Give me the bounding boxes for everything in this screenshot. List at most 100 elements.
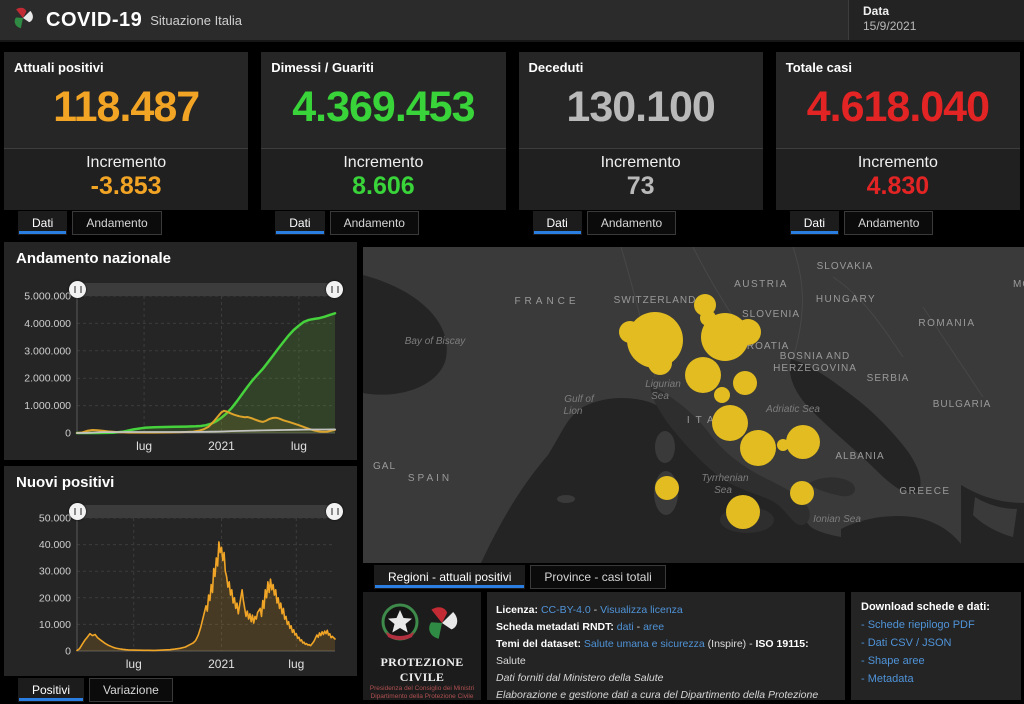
footer-text: Temi del dataset:: [496, 638, 584, 650]
map-bubble[interactable]: [685, 357, 721, 393]
stat-card-increment-section: Incremento 73: [518, 148, 763, 210]
tab-variazione[interactable]: Variazione: [89, 678, 173, 702]
map-bubble[interactable]: [786, 425, 820, 459]
map-bubble[interactable]: [655, 476, 679, 500]
map-label-serbia: SERBIA: [867, 373, 910, 384]
map-bubble[interactable]: [701, 313, 749, 361]
map-bubble[interactable]: [726, 495, 760, 529]
tab-dati[interactable]: Dati: [789, 211, 840, 235]
download-link[interactable]: - Schede riepilogo PDF: [861, 619, 975, 631]
download-link[interactable]: - Metadata: [861, 673, 914, 685]
footer-org-line2: Dipartimento della Protezione Civile: [370, 693, 474, 700]
svg-text:4.000.000: 4.000.000: [24, 318, 71, 330]
download-title: Download schede e dati:: [861, 601, 990, 613]
map-sea-label: Bay of Biscay: [405, 336, 467, 347]
map-sea-label: Lion: [564, 406, 583, 417]
map-label-herzegovina: HERZEGOVINA: [773, 363, 857, 374]
protezione-civile-logo-icon: [10, 5, 36, 36]
tab-andamento[interactable]: Andamento: [72, 211, 162, 235]
slider-track[interactable]: [77, 283, 335, 296]
map-tab-province[interactable]: Province - casi totali: [530, 565, 666, 589]
stat-card-title: Totale casi: [785, 60, 852, 75]
map-bubble[interactable]: [735, 319, 761, 345]
svg-text:40.000: 40.000: [39, 539, 71, 551]
map-sea-label: Adriatic Sea: [765, 404, 820, 415]
download-link[interactable]: - Shape aree: [861, 655, 925, 667]
map-bubble[interactable]: [740, 430, 776, 466]
map-canvas[interactable]: FRANCE SWITZERLAND AUSTRIA SLOVAKIA HUNGARY S…: [363, 247, 1024, 563]
stat-card: Attuali positivi 118.487 Incremento -3.853: [4, 52, 249, 210]
increment-value: -3.853: [90, 172, 162, 200]
date-label: Data: [863, 4, 890, 18]
map-label-albania: ALBANIA: [835, 451, 884, 462]
panel-title: Nuovi positivi: [16, 474, 115, 491]
tab-positivi[interactable]: Positivi: [18, 678, 85, 702]
institution-logos: [381, 603, 458, 641]
map-label-slovakia: SLOVAKIA: [817, 261, 874, 272]
tab-dati[interactable]: Dati: [532, 211, 582, 235]
series-deceduti: [76, 428, 336, 434]
map-label-italy: ITALY: [687, 415, 743, 426]
footer-org-name: PROTEZIONE CIVILE: [380, 655, 464, 684]
map-bubble[interactable]: [714, 387, 730, 403]
tab-andamento[interactable]: Andamento: [844, 211, 934, 235]
andamento-nazionale-chart: lug 2021 lug 0 1.000.000 2.000.000 3.000.000 4.…: [24, 291, 337, 453]
map-tab-regioni[interactable]: Regioni - attuali positivi: [374, 565, 526, 589]
footer-info-line: Dati forniti dal Ministero della Salute: [496, 670, 837, 687]
stat-cards-row: Attuali positivi 118.487 Incremento -3.853 D…: [4, 52, 1020, 235]
svg-text:2021: 2021: [208, 657, 235, 671]
footer-link[interactable]: dati: [616, 621, 634, 633]
slider-handle-right[interactable]: [326, 281, 343, 298]
tab-andamento[interactable]: Andamento: [586, 211, 677, 235]
map-bubble[interactable]: [733, 371, 757, 395]
footer-text: ISO 19115:: [755, 638, 809, 650]
map-bubble[interactable]: [648, 351, 672, 375]
map-bubble[interactable]: [790, 481, 814, 505]
slider-handle-left[interactable]: [69, 503, 86, 520]
footer-link[interactable]: Visualizza licenza: [600, 604, 683, 616]
slider-handle-left[interactable]: [69, 281, 86, 298]
svg-text:lug: lug: [288, 657, 304, 671]
tab-dati[interactable]: Dati: [275, 211, 325, 235]
map-bubble[interactable]: [712, 405, 748, 441]
footer-link[interactable]: Salute umana e sicurezza: [583, 638, 705, 650]
stat-card-value: 4.618.040: [806, 83, 990, 131]
map-label-france: FRANCE: [514, 296, 579, 307]
stat-card-increment-section: Incremento 8.606: [261, 148, 506, 210]
slider-track[interactable]: [77, 505, 335, 518]
footer-text: Salute: [496, 655, 526, 667]
increment-label: Incremento: [857, 154, 938, 171]
map-label-switzerland: SWITZERLAND: [614, 295, 697, 306]
footer-text: -: [590, 604, 601, 616]
stat-card-value: 4.369.453: [292, 83, 475, 131]
increment-label: Incremento: [86, 154, 167, 171]
footer-link[interactable]: CC-BY-4.0: [540, 604, 591, 616]
stat-card-title: Deceduti: [528, 60, 584, 75]
stat-card-tabs: Dati Andamento: [532, 211, 763, 235]
panel-title: Andamento nazionale: [16, 250, 172, 267]
increment-label: Incremento: [600, 154, 681, 171]
map-label-croatia: CROATIA: [739, 341, 790, 352]
slider-handle-right[interactable]: [326, 503, 343, 520]
map-sea-label: Ligurian: [645, 379, 681, 390]
svg-text:0: 0: [65, 428, 71, 440]
footer-link[interactable]: aree: [643, 621, 665, 633]
map-bubble[interactable]: [627, 312, 683, 368]
date-box: Data 15/9/2021: [848, 0, 1024, 40]
map-label-gal: GAL: [373, 461, 396, 472]
map-bubble[interactable]: [619, 321, 641, 343]
footer-org-line1: Presidenza del Consiglio dei Ministri: [369, 685, 475, 692]
time-range-slider: [69, 281, 343, 298]
stat-card-title: Attuali positivi: [14, 60, 104, 75]
stat-card-value: 118.487: [53, 83, 200, 131]
tab-dati[interactable]: Dati: [18, 211, 68, 235]
map-sea-label: Gulf of: [564, 394, 595, 405]
svg-text:0: 0: [65, 646, 71, 658]
map-tabs: Regioni - attuali positivi Province - cas…: [374, 565, 671, 589]
map-panel[interactable]: + − Esri, HERE, Garmin, USGS Powered by …: [363, 247, 1024, 563]
tab-andamento[interactable]: Andamento: [329, 211, 419, 235]
svg-text:50.000: 50.000: [39, 513, 71, 525]
svg-text:20.000: 20.000: [39, 592, 71, 604]
stat-card-tabs: Dati Andamento: [789, 211, 1020, 235]
download-link[interactable]: - Dati CSV / JSON: [861, 637, 952, 649]
